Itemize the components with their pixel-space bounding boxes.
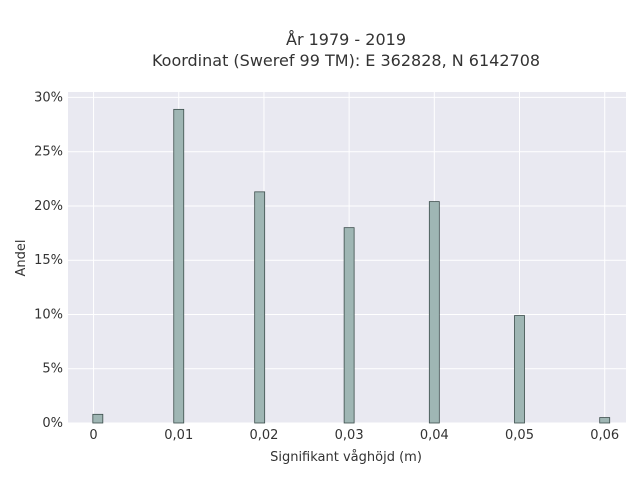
- y-tick-label: 25%: [34, 145, 63, 160]
- y-tick-label: 5%: [42, 362, 63, 377]
- y-tick-label: 10%: [34, 307, 63, 322]
- histogram-bar: [599, 417, 611, 424]
- chart-title-line-1: År 1979 - 2019: [286, 30, 406, 49]
- histogram-bar: [428, 201, 440, 424]
- x-tick-label: 0,04: [420, 428, 449, 443]
- y-axis-label: Andel: [14, 240, 29, 277]
- x-tick-label: 0,05: [505, 428, 534, 443]
- histogram-bar: [343, 227, 355, 424]
- bars: [92, 108, 611, 424]
- y-tick-label: 0%: [42, 416, 63, 431]
- histogram-bar: [514, 315, 525, 424]
- chart-title-line-2: Koordinat (Sweref 99 TM): E 362828, N 61…: [152, 51, 540, 70]
- x-tick-label: 0,01: [164, 428, 193, 443]
- x-tick-label: 0,02: [249, 428, 278, 443]
- x-tick-label: 0,03: [335, 428, 364, 443]
- x-tick-labels: 0 0,01 0,02 0,03 0,04 0,05 0,06: [89, 428, 619, 443]
- y-tick-label: 15%: [34, 253, 63, 268]
- x-tick-label: 0: [89, 428, 97, 443]
- y-tick-labels: 0% 5% 10% 15% 20% 25% 30%: [34, 90, 63, 431]
- x-axis-label: Signifikant våghöjd (m): [270, 450, 422, 465]
- histogram-bar: [92, 413, 104, 424]
- y-tick-label: 30%: [34, 90, 63, 105]
- x-tick-label: 0,06: [590, 428, 619, 443]
- histogram-bar: [173, 108, 185, 424]
- histogram-bar: [254, 191, 266, 424]
- y-tick-label: 20%: [34, 199, 63, 214]
